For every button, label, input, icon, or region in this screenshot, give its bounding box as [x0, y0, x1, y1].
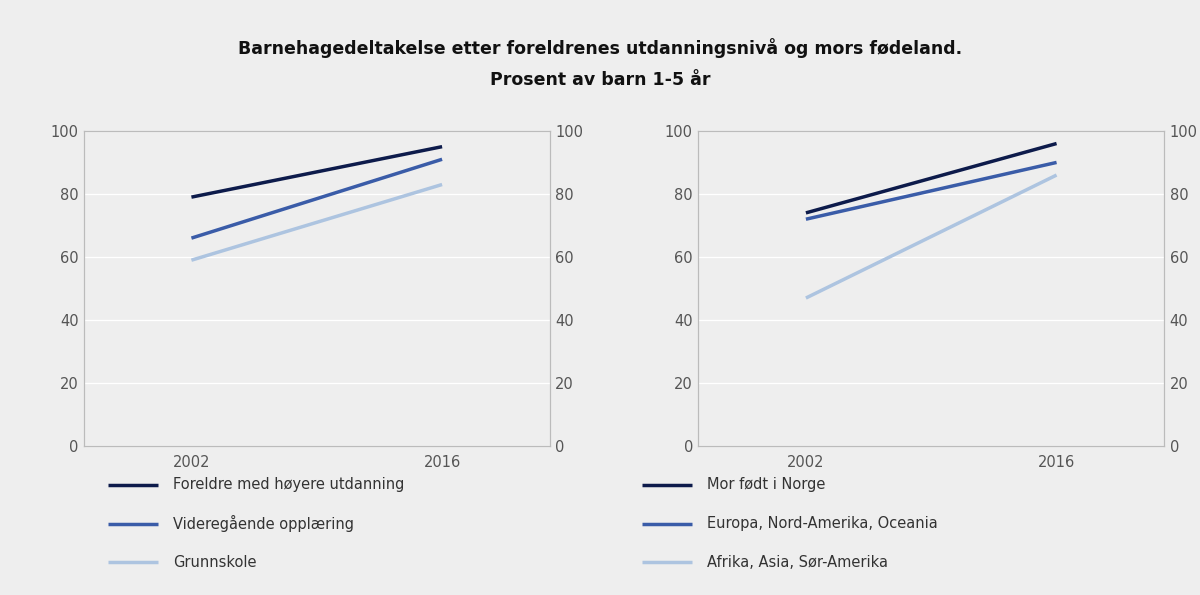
Text: Prosent av barn 1-5 år: Prosent av barn 1-5 år [490, 71, 710, 89]
Text: Videregående opplæring: Videregående opplæring [173, 515, 354, 532]
Text: Foreldre med høyere utdanning: Foreldre med høyere utdanning [173, 477, 404, 493]
Text: Afrika, Asia, Sør-Amerika: Afrika, Asia, Sør-Amerika [707, 555, 888, 570]
Text: Europa, Nord-Amerika, Oceania: Europa, Nord-Amerika, Oceania [707, 516, 937, 531]
Text: Grunnskole: Grunnskole [173, 555, 257, 570]
Text: Barnehagedeltakelse etter foreldrenes utdanningsnivå og mors fødeland.: Barnehagedeltakelse etter foreldrenes ut… [238, 37, 962, 58]
Text: Mor født i Norge: Mor født i Norge [707, 477, 826, 493]
